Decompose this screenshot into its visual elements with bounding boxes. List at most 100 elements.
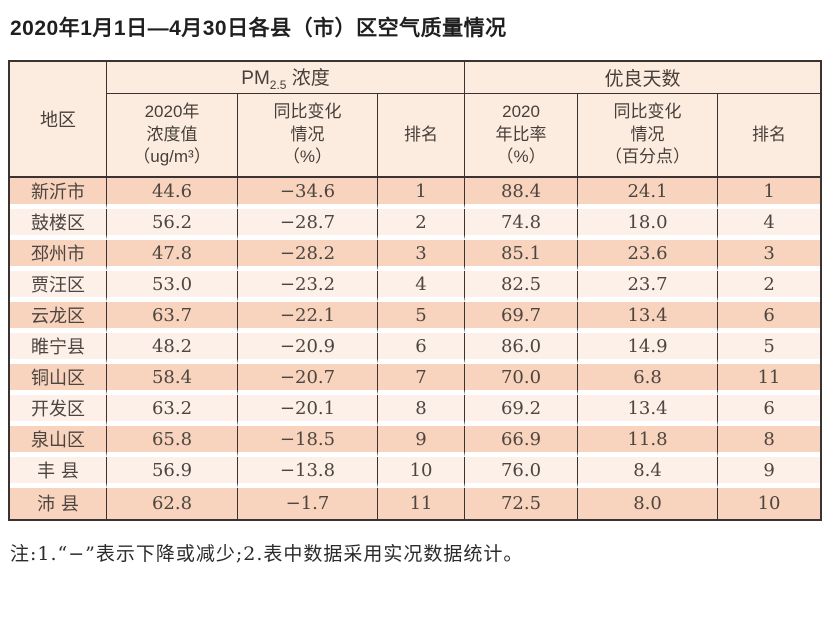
region-cell: 铜山区 [10,364,107,395]
region-cell: 云龙区 [10,302,107,333]
rate-change-cell: 8.0 [578,488,719,519]
rate-change-cell: 11.8 [578,426,719,457]
table-row: 丰 县 56.9 −13.8 10 76.0 8.4 9 [10,457,821,488]
col-header-rate: 2020 年比率 （%） [465,94,579,178]
rate-change-cell: 23.7 [578,271,719,302]
pm-value-cell: 44.6 [107,178,238,209]
pm-rank-cell: 5 [378,302,466,333]
rate-cell: 76.0 [465,457,579,488]
rate-change-cell: 6.8 [578,364,719,395]
pm-change-cell: −28.7 [238,209,378,240]
rate-cell: 74.8 [465,209,579,240]
rate-change-cell: 23.6 [578,240,719,271]
pm-value-cell: 56.9 [107,457,238,488]
pm-rank-cell: 9 [378,426,466,457]
pm-rank-cell: 7 [378,364,466,395]
pm25-label-prefix: PM [241,68,270,90]
pm-value-cell: 56.2 [107,209,238,240]
region-cell: 泉山区 [10,426,107,457]
rate-change-cell: 13.4 [578,302,719,333]
pm-change-cell: −20.1 [238,395,378,426]
rate-rank-cell: 3 [718,240,821,271]
col-header-rate-rank: 排名 [718,94,821,178]
pm-value-cell: 63.7 [107,302,238,333]
rate-rank-cell: 10 [718,488,821,519]
table-row: 新沂市 44.6 −34.6 1 88.4 24.1 1 [10,178,821,209]
table-row: 铜山区 58.4 −20.7 7 70.0 6.8 11 [10,364,821,395]
rate-change-cell: 8.4 [578,457,719,488]
group-header-pm25: PM2.5 浓度 [107,62,466,94]
pm-change-cell: −23.2 [238,271,378,302]
region-cell: 贾汪区 [10,271,107,302]
pm-change-cell: −28.2 [238,240,378,271]
rate-cell: 86.0 [465,333,579,364]
col-header-pm-rank: 排名 [378,94,466,178]
table-row: 邳州市 47.8 −28.2 3 85.1 23.6 3 [10,240,821,271]
rate-rank-cell: 9 [718,457,821,488]
region-cell: 新沂市 [10,178,107,209]
pm-change-cell: −18.5 [238,426,378,457]
pm-change-cell: −13.8 [238,457,378,488]
table-row: 鼓楼区 56.2 −28.7 2 74.8 18.0 4 [10,209,821,240]
rate-rank-cell: 8 [718,426,821,457]
rate-cell: 88.4 [465,178,579,209]
rate-cell: 66.9 [465,426,579,457]
table-row: 沛 县 62.8 −1.7 11 72.5 8.0 10 [10,488,821,519]
rate-cell: 85.1 [465,240,579,271]
rate-rank-cell: 4 [718,209,821,240]
table-footnote: 注:1.“−”表示下降或减少;2.表中数据采用实况数据统计。 [10,542,524,565]
table-body: 新沂市 44.6 −34.6 1 88.4 24.1 1 鼓楼区 56.2 −2… [10,178,821,519]
rate-change-cell: 18.0 [578,209,719,240]
pm-rank-cell: 11 [378,488,466,519]
rate-rank-cell: 2 [718,271,821,302]
pm25-label-subscript: 2.5 [269,77,287,92]
pm-change-cell: −22.1 [238,302,378,333]
pm-rank-cell: 3 [378,240,466,271]
rate-rank-cell: 6 [718,395,821,426]
table-row: 睢宁县 48.2 −20.9 6 86.0 14.9 5 [10,333,821,364]
pm-rank-cell: 4 [378,271,466,302]
rate-rank-cell: 11 [718,364,821,395]
rate-rank-cell: 1 [718,178,821,209]
region-cell: 邳州市 [10,240,107,271]
pm-value-cell: 58.4 [107,364,238,395]
pm-value-cell: 48.2 [107,333,238,364]
rate-cell: 82.5 [465,271,579,302]
rate-rank-cell: 5 [718,333,821,364]
rate-cell: 70.0 [465,364,579,395]
pm-change-cell: −20.9 [238,333,378,364]
region-cell: 沛 县 [10,488,107,519]
table-row: 贾汪区 53.0 −23.2 4 82.5 23.7 2 [10,271,821,302]
pm-change-cell: −34.6 [238,178,378,209]
rate-change-cell: 13.4 [578,395,719,426]
region-cell: 丰 县 [10,457,107,488]
pm25-label-suffix: 浓度 [286,68,330,90]
article-page: 2020年1月1日—4月30日各县（市）区空气质量情况 地区 PM2.5 浓度 … [8,17,823,565]
rate-rank-cell: 6 [718,302,821,333]
rate-cell: 69.2 [465,395,579,426]
pm-change-cell: −1.7 [238,488,378,519]
col-header-pm-change: 同比变化 情况 （%） [238,94,378,178]
rate-cell: 72.5 [465,488,579,519]
pm-rank-cell: 1 [378,178,466,209]
table-header: 地区 PM2.5 浓度 优良天数 2020年 浓度值 （ug/m³） 同比变化 … [10,62,821,178]
pm-rank-cell: 6 [378,333,466,364]
region-cell: 睢宁县 [10,333,107,364]
page-title: 2020年1月1日—4月30日各县（市）区空气质量情况 [10,17,507,40]
pm-value-cell: 53.0 [107,271,238,302]
col-header-region: 地区 [10,62,107,178]
col-header-rate-change: 同比变化 情况 （百分点） [578,94,719,178]
pm-rank-cell: 8 [378,395,466,426]
air-quality-table: 地区 PM2.5 浓度 优良天数 2020年 浓度值 （ug/m³） 同比变化 … [8,60,823,521]
table-row: 开发区 63.2 −20.1 8 69.2 13.4 6 [10,395,821,426]
rate-cell: 69.7 [465,302,579,333]
rate-change-cell: 14.9 [578,333,719,364]
pm-value-cell: 47.8 [107,240,238,271]
pm-value-cell: 62.8 [107,488,238,519]
table-row: 云龙区 63.7 −22.1 5 69.7 13.4 6 [10,302,821,333]
rate-change-cell: 24.1 [578,178,719,209]
table-row: 泉山区 65.8 −18.5 9 66.9 11.8 8 [10,426,821,457]
pm-value-cell: 65.8 [107,426,238,457]
region-cell: 鼓楼区 [10,209,107,240]
pm-rank-cell: 10 [378,457,466,488]
